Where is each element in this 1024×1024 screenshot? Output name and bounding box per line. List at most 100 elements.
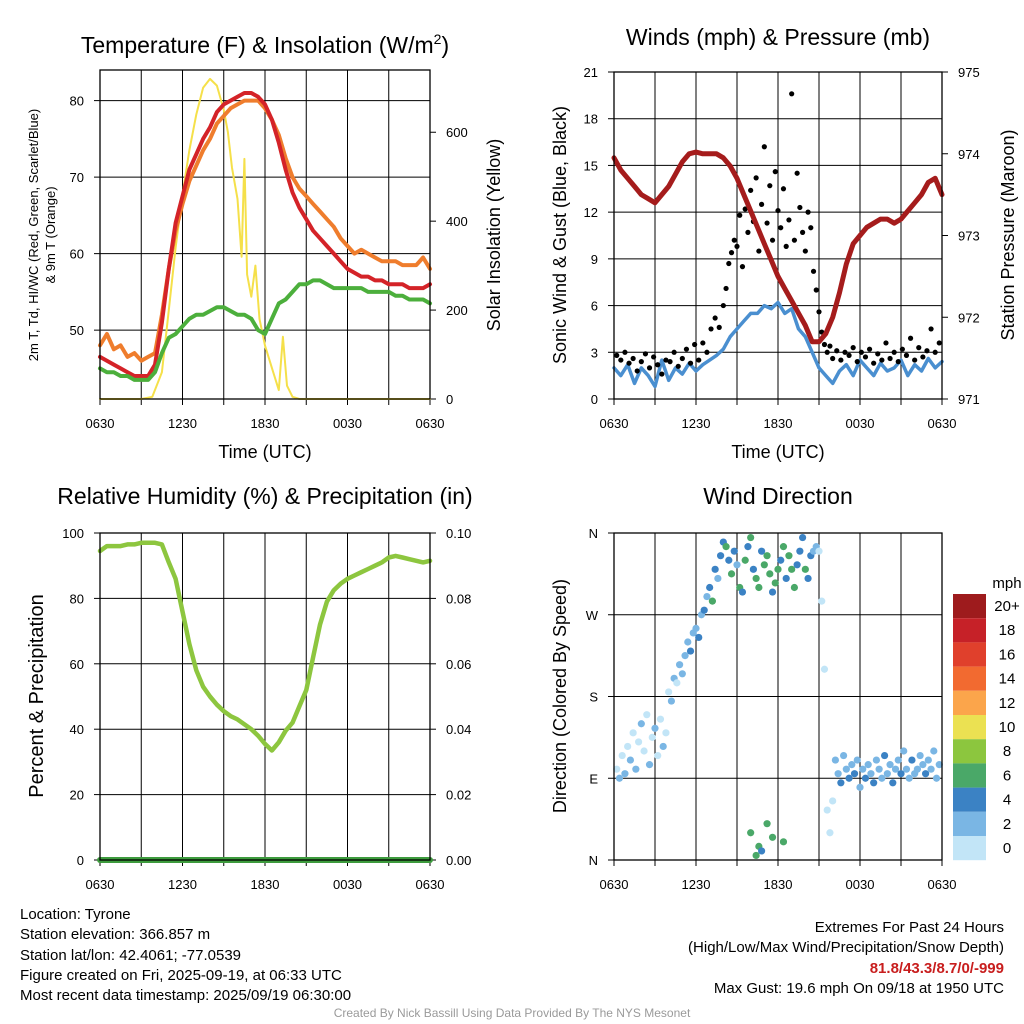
chart-title: Relative Humidity (%) & Precipitation (i… <box>57 483 472 509</box>
x-tick-label: 0030 <box>333 877 362 892</box>
y-tick-label: 18 <box>584 112 598 127</box>
legend-label: 12 <box>999 695 1016 712</box>
y-axis-label: Percent & Precipitation <box>26 594 48 797</box>
direction-point <box>733 561 741 569</box>
direction-point <box>662 729 670 737</box>
gust-point <box>854 359 860 365</box>
gust-point <box>679 355 685 362</box>
direction-point <box>771 579 779 587</box>
gust-point <box>802 248 808 254</box>
direction-point <box>902 765 911 773</box>
x-tick-label: 0030 <box>846 416 875 431</box>
direction-point <box>856 783 864 791</box>
direction-point <box>749 565 758 573</box>
x-tick-label: 1830 <box>251 877 280 892</box>
direction-point <box>637 720 645 728</box>
y2-tick-label: 975 <box>958 65 980 80</box>
gust-point <box>692 341 698 348</box>
gust-point <box>879 357 885 363</box>
direction-point <box>916 751 924 760</box>
legend-swatch <box>953 763 986 788</box>
gust-point <box>824 349 830 355</box>
direction-point <box>692 624 700 632</box>
gust-point <box>783 243 789 249</box>
gust-point <box>761 144 767 150</box>
gust-point <box>932 349 938 355</box>
y2-tick-label: 971 <box>958 392 980 407</box>
gust-point <box>797 204 803 211</box>
x-tick-label: 0630 <box>928 877 957 892</box>
direction-point <box>924 756 932 764</box>
gust-point <box>726 260 732 267</box>
x-tick-label: 0030 <box>333 416 362 431</box>
direction-point <box>624 742 632 751</box>
y-tick-label: 100 <box>62 526 84 541</box>
legend-label: 0 <box>1003 840 1011 857</box>
legend-label: 20+ <box>994 598 1020 615</box>
gust-point <box>622 349 628 355</box>
recent-timestamp-text: Most recent data timestamp: 2025/09/19 0… <box>20 987 352 1005</box>
direction-point <box>640 747 648 755</box>
direction-point <box>867 770 875 778</box>
direction-point <box>648 733 656 741</box>
legend-swatch <box>953 594 986 619</box>
gust-point <box>916 345 922 351</box>
direction-point <box>643 711 651 719</box>
gust-point <box>720 302 726 309</box>
gust-point <box>651 354 657 360</box>
direction-point <box>621 770 629 778</box>
gust-point <box>614 352 620 358</box>
direction-point <box>758 547 766 555</box>
direction-point <box>632 765 640 773</box>
chart-title: Wind Direction <box>703 483 853 509</box>
y2-tick-label: 0.04 <box>446 722 471 737</box>
direction-point <box>760 561 768 569</box>
direction-point <box>738 588 747 596</box>
gust-point <box>907 335 914 341</box>
plot-frame <box>99 532 431 861</box>
gust-point <box>899 346 905 352</box>
gust-point <box>663 357 669 363</box>
x-tick-label: 0630 <box>600 416 629 431</box>
gust-point <box>772 169 778 175</box>
gust-point <box>687 360 694 366</box>
legend-label: 6 <box>1003 767 1011 784</box>
direction-point <box>714 574 722 583</box>
y2-tick-label: 0.02 <box>446 788 471 803</box>
x-tick-label: 0630 <box>416 877 445 892</box>
gust-point <box>626 360 632 366</box>
y-tick-label: 6 <box>591 299 598 314</box>
direction-point <box>755 583 763 592</box>
direction-point <box>744 543 752 551</box>
direction-point <box>886 761 894 769</box>
plot-frame <box>613 532 943 861</box>
direction-point <box>861 774 870 782</box>
legend-label: 18 <box>999 622 1016 639</box>
gust-point <box>808 225 814 231</box>
direction-point <box>831 756 840 764</box>
gust-point <box>753 175 759 181</box>
direction-point <box>900 747 908 755</box>
x-axis-label: Time (UTC) <box>731 442 824 462</box>
x-tick-label: 0630 <box>86 416 115 431</box>
max-gust-text: Max Gust: 19.6 mph On 09/18 at 1950 UTC <box>713 979 1004 997</box>
gust-point <box>712 315 718 321</box>
gust-point <box>813 287 819 293</box>
direction-point <box>894 756 902 764</box>
gust-point <box>659 371 665 377</box>
chart-title: Temperature (F) & Insolation (W/m2) <box>81 31 449 58</box>
direction-point <box>922 770 930 778</box>
y-tick-label: 3 <box>591 345 598 360</box>
direction-point <box>908 756 916 764</box>
gust-point <box>830 355 836 362</box>
gust-point <box>646 365 653 371</box>
legend-swatch <box>953 811 986 836</box>
gust-point <box>767 183 773 189</box>
direction-point <box>870 779 878 787</box>
direction-point <box>686 647 695 655</box>
direction-point <box>799 533 807 542</box>
gust-point <box>866 346 873 352</box>
y-tick-label: N <box>589 853 598 868</box>
direction-point <box>695 633 703 642</box>
legend-label: 10 <box>999 719 1016 736</box>
